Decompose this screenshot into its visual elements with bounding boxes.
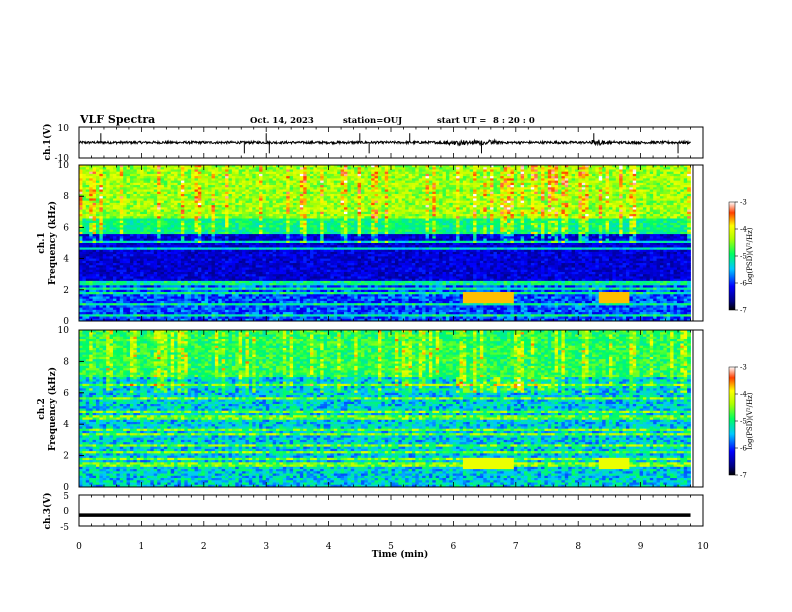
- date-label: Oct. 14, 2023: [250, 116, 314, 126]
- spec2-ytick: 2: [63, 452, 69, 462]
- spec2-ytick: 4: [63, 420, 69, 430]
- colorbar-tick: -4: [740, 391, 747, 399]
- ch1-ytick-top: 10: [58, 124, 70, 134]
- colorbar-tick: -6: [740, 445, 747, 453]
- ch2-spectrogram-heatmap: [79, 330, 691, 488]
- spec1-ytick: 4: [63, 255, 69, 265]
- colorbar-tick: -7: [740, 472, 747, 480]
- x-axis-label: Time (min): [372, 549, 429, 560]
- x-tick-label: 8: [575, 542, 581, 552]
- ch1-spectrogram-heatmap: [79, 165, 691, 322]
- ch1-colorbar: [728, 201, 736, 311]
- x-tick-label: 1: [139, 542, 145, 552]
- ch2-spectrogram-ylabel-freq: Frequency (kHz): [47, 367, 58, 451]
- colorbar-tick: -3: [740, 364, 747, 372]
- x-tick-label: 6: [451, 542, 457, 552]
- ch2-colorbar: [728, 366, 736, 476]
- ch1-colorbar-label: log(PSD)(V²/Hz): [746, 227, 754, 284]
- figure-title: VLF Spectra: [79, 113, 155, 126]
- x-tick-label: 7: [513, 542, 519, 552]
- colorbar-tick: -6: [740, 280, 747, 288]
- ch3-ytick-mid: 0: [63, 507, 69, 517]
- x-tick-label: 3: [263, 542, 269, 552]
- spec1-ytick: 0: [63, 317, 69, 327]
- colorbar-tick: -5: [740, 418, 747, 426]
- ch3-ylabel: ch.3(V): [42, 493, 53, 530]
- ch2-colorbar-label: log(PSD)(V²/Hz): [746, 392, 754, 449]
- ch1-ytick-bottom: -10: [55, 154, 70, 164]
- ch1-waveform-line: [78, 138, 691, 147]
- colorbar-tick: -4: [740, 226, 747, 234]
- colorbar-tick: -7: [740, 307, 747, 315]
- x-tick-label: 5: [388, 542, 394, 552]
- ch1-ylabel: ch.1(V): [42, 124, 53, 161]
- spec2-ytick: 0: [63, 483, 69, 493]
- spec1-ytick: 6: [63, 223, 69, 233]
- spec1-ytick: 10: [58, 161, 70, 171]
- ch3-ytick-bottom: -5: [60, 523, 69, 533]
- start-ut-label: start UT =: [437, 116, 486, 126]
- spec2-ytick: 8: [63, 357, 69, 367]
- x-tick-label: 0: [76, 542, 82, 552]
- spec2-ytick: 6: [63, 389, 69, 399]
- x-tick-label: 9: [638, 542, 644, 552]
- time-axis-ticks: [78, 127, 704, 526]
- spec1-ytick: 8: [63, 192, 69, 202]
- x-tick-label: 2: [201, 542, 207, 552]
- start-ut-value: 8 : 20 : 0: [493, 116, 535, 126]
- time-axis-tick-labels: 0 1 2 3 4 5 6 7 8 9 10: [76, 542, 709, 552]
- ch2-spectrogram-ylabel-ch: ch.2: [37, 398, 47, 419]
- ch1-spectrogram-ylabel-ch: ch.1: [37, 232, 47, 253]
- spec2-ytick: 10: [58, 326, 70, 336]
- spec1-ytick: 2: [63, 286, 69, 296]
- station-label: station=OUJ: [343, 116, 402, 126]
- x-tick-label: 10: [697, 542, 709, 552]
- colorbar-tick: -5: [740, 253, 747, 261]
- ch3-ytick-top: 5: [63, 492, 69, 502]
- x-tick-label: 4: [326, 542, 332, 552]
- ch1-spectrogram-ylabel-freq: Frequency (kHz): [47, 201, 58, 285]
- colorbar-tick: -3: [740, 199, 747, 207]
